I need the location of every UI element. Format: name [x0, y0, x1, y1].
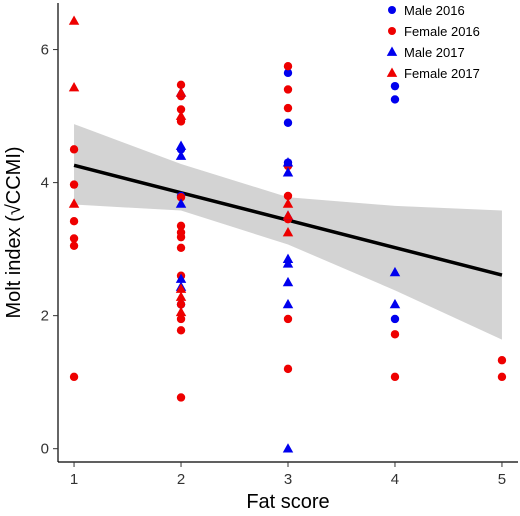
y-tick-label: 0 — [41, 441, 49, 458]
data-point-female-2016 — [176, 300, 186, 309]
y-tick-label: 4 — [41, 175, 49, 192]
data-point-female-2016 — [283, 314, 293, 324]
data-point-female-2016 — [283, 103, 293, 113]
data-point-female-2017 — [282, 198, 294, 208]
data-point-female-2016 — [176, 393, 186, 402]
data-point-male-2016 — [390, 81, 400, 91]
x-tick-label: 4 — [391, 471, 399, 488]
data-point-female-2016 — [176, 326, 186, 335]
data-point-female-2016 — [390, 372, 400, 382]
legend: Male 2016 Female 2016 Male 2017 Female 2… — [386, 3, 480, 81]
data-point-female-2017 — [175, 87, 187, 97]
y-tick-label: 2 — [41, 308, 49, 325]
data-point-female-2017 — [175, 291, 187, 301]
data-point-female-2016 — [69, 145, 79, 154]
data-point-male-2017 — [282, 298, 294, 309]
data-point-male-2016 — [283, 118, 293, 127]
data-point-male-2017 — [282, 167, 294, 177]
x-axis-title: Fat score — [246, 491, 329, 513]
data-point-male-2016 — [283, 68, 293, 78]
legend-marker-male-2016 — [388, 6, 396, 14]
data-point-female-2016 — [283, 61, 293, 71]
data-point-female-2017 — [175, 283, 187, 293]
data-point-male-2017 — [282, 443, 294, 453]
data-point-female-2016 — [283, 191, 293, 201]
data-points-layer — [68, 15, 507, 453]
legend-marker-female-2016 — [388, 27, 396, 35]
legend-label-male-2016: Male 2016 — [404, 3, 465, 18]
data-point-male-2017 — [175, 150, 187, 160]
y-axis-ticks: 0 2 4 6 — [41, 42, 58, 458]
data-point-female-2016 — [390, 330, 400, 339]
data-point-female-2016 — [176, 232, 186, 242]
data-point-female-2016 — [497, 372, 507, 382]
data-point-female-2016 — [176, 193, 186, 202]
legend-item-male-2016: Male 2016 — [388, 3, 465, 18]
data-point-female-2017 — [68, 198, 80, 208]
legend-marker-female-2017 — [386, 67, 398, 77]
data-point-male-2016 — [390, 314, 400, 324]
data-point-female-2016 — [176, 243, 186, 252]
data-point-female-2016 — [69, 216, 79, 226]
data-point-male-2017 — [175, 273, 187, 283]
legend-label-female-2017: Female 2017 — [404, 66, 480, 81]
data-point-female-2017 — [68, 15, 80, 25]
data-point-male-2017 — [282, 258, 294, 268]
y-axis-title: Molt index (√CCMI) — [3, 146, 25, 318]
x-tick-label: 2 — [177, 471, 185, 488]
data-point-female-2017 — [175, 110, 187, 120]
data-point-female-2017 — [175, 306, 187, 317]
legend-item-male-2017: Male 2017 — [386, 45, 465, 60]
data-point-male-2017 — [175, 140, 187, 150]
data-point-female-2016 — [283, 364, 293, 374]
data-point-female-2016 — [176, 105, 186, 114]
data-point-male-2017 — [389, 266, 401, 277]
data-point-female-2016 — [69, 234, 79, 243]
x-tick-label: 3 — [284, 471, 292, 488]
data-point-male-2017 — [389, 298, 401, 309]
data-point-female-2016 — [69, 180, 79, 189]
legend-marker-male-2017 — [386, 46, 398, 56]
legend-item-female-2017: Female 2017 — [386, 66, 480, 81]
x-axis-ticks: 1 2 3 4 5 — [70, 462, 506, 488]
data-point-female-2017 — [282, 227, 294, 237]
data-point-female-2016 — [497, 356, 507, 365]
data-point-female-2016 — [176, 221, 186, 231]
data-point-male-2017 — [282, 276, 294, 287]
data-point-female-2016 — [69, 372, 79, 382]
data-point-female-2016 — [176, 80, 186, 90]
legend-label-male-2017: Male 2017 — [404, 45, 465, 60]
data-point-male-2016 — [390, 95, 400, 104]
legend-label-female-2016: Female 2016 — [404, 24, 480, 39]
data-point-male-2017 — [282, 157, 294, 167]
x-tick-label: 5 — [498, 471, 506, 488]
legend-item-female-2016: Female 2016 — [388, 24, 480, 39]
data-point-female-2017 — [68, 81, 80, 92]
data-point-female-2016 — [176, 314, 186, 324]
data-point-female-2017 — [282, 210, 294, 220]
data-point-female-2016 — [69, 241, 79, 251]
x-tick-label: 1 — [70, 471, 78, 488]
data-point-male-2017 — [175, 198, 187, 208]
y-tick-label: 6 — [41, 42, 49, 59]
data-point-female-2016 — [283, 85, 293, 94]
